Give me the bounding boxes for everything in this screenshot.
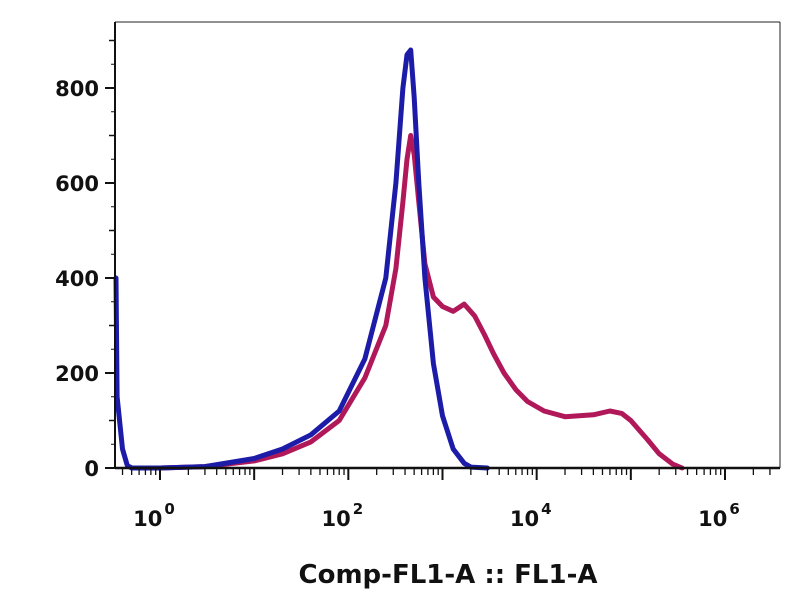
axes-layer [114,21,781,470]
x-tick-label-2: 10 4 [510,500,552,531]
y-tick-label-0: 0 [84,457,99,481]
y-tick-label-2: 400 [55,267,99,291]
x-tick-label-1: 10 2 [321,500,363,531]
series-line-1 [157,133,685,471]
ticks-layer: 0 200 400 600 800 10 0 10 2 10 4 10 6 [55,39,771,531]
y-tick-label-3: 600 [55,172,99,196]
y-tick-label-1: 200 [55,362,99,386]
y-tick-label-4: 800 [55,77,99,101]
x-axis-title: Comp-FL1-A :: FL1-A [299,560,598,590]
x-tick-label-3: 10 6 [698,500,740,531]
series-line-2 [113,47,490,471]
x-tick-label-0: 10 0 [133,500,175,531]
series-layer [113,47,685,471]
